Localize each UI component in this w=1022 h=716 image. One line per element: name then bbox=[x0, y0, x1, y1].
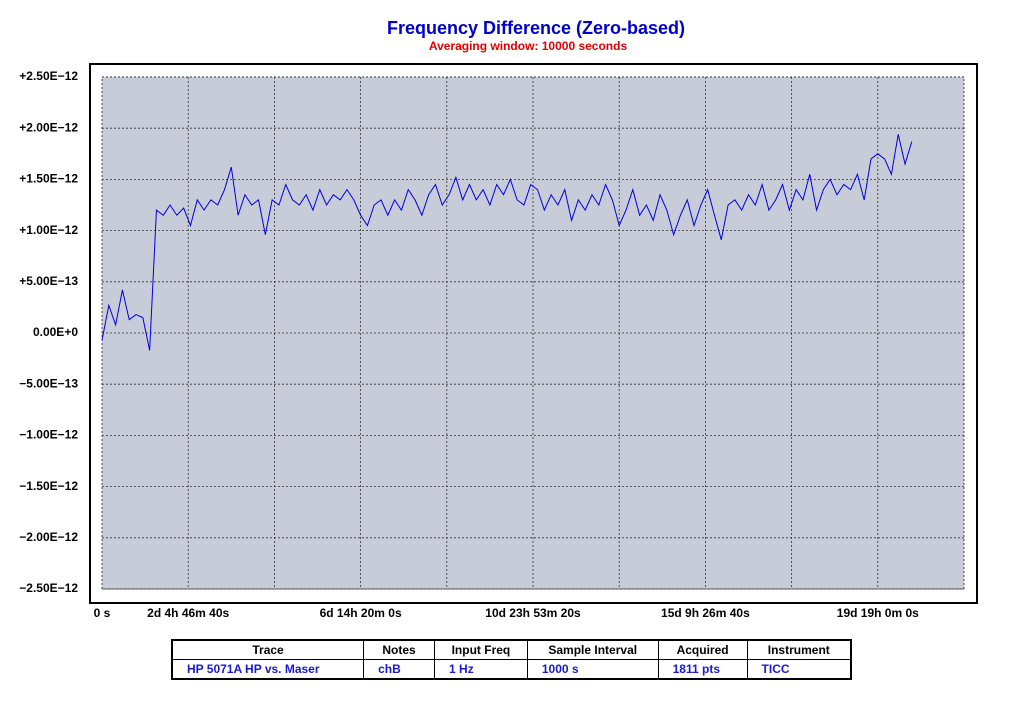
cell: HP 5071A HP vs. Maser bbox=[171, 659, 365, 680]
x-tick-label: 15d 9h 26m 40s bbox=[661, 606, 750, 620]
y-tick-label: −1.50E−12 bbox=[19, 479, 78, 493]
header-cell: Acquired bbox=[657, 639, 748, 660]
y-tick-label: 0.00E+0 bbox=[33, 325, 78, 339]
x-tick-label: 19d 19h 0m 0s bbox=[837, 606, 919, 620]
header-cell: Input Freq bbox=[434, 639, 528, 660]
header-cell: Trace bbox=[171, 639, 365, 660]
chart-title: Frequency Difference (Zero-based) bbox=[387, 18, 685, 38]
y-tick-label: −2.00E−12 bbox=[19, 530, 78, 544]
y-tick-label: −5.00E−13 bbox=[19, 376, 78, 390]
x-tick-label: 6d 14h 20m 0s bbox=[320, 606, 402, 620]
header-cell: Instrument bbox=[746, 639, 852, 660]
header-cell: Sample Interval bbox=[526, 639, 659, 660]
cell: chB bbox=[363, 659, 436, 680]
x-tick-label: 10d 23h 53m 20s bbox=[485, 606, 581, 620]
header-cell: Notes bbox=[363, 639, 436, 660]
info-table: Trace Notes Input Freq Sample Interval A… bbox=[171, 639, 852, 680]
y-tick-label: +2.00E−12 bbox=[19, 120, 78, 134]
cell: TICC bbox=[746, 659, 852, 680]
cell: 1000 s bbox=[526, 659, 659, 680]
y-tick-label: +2.50E−12 bbox=[19, 69, 78, 83]
data-line bbox=[101, 134, 913, 351]
cell: 1811 pts bbox=[657, 659, 748, 680]
x-tick-label: 0 s bbox=[94, 606, 111, 620]
y-tick-label: +5.00E−13 bbox=[19, 274, 78, 288]
x-tick-label: 2d 4h 46m 40s bbox=[147, 606, 229, 620]
chart-subtitle: Averaging window: 10000 seconds bbox=[429, 39, 628, 53]
y-tick-label: +1.50E−12 bbox=[19, 172, 78, 186]
table-header: Trace Notes Input Freq Sample Interval A… bbox=[171, 639, 852, 660]
y-tick-label: −2.50E−12 bbox=[19, 581, 78, 595]
table-row: HP 5071A HP vs. Maser chB 1 Hz 1000 s 18… bbox=[171, 659, 852, 680]
y-tick-label: +1.00E−12 bbox=[19, 223, 78, 237]
y-tick-label: −1.00E−12 bbox=[19, 428, 78, 442]
cell: 1 Hz bbox=[434, 659, 528, 680]
